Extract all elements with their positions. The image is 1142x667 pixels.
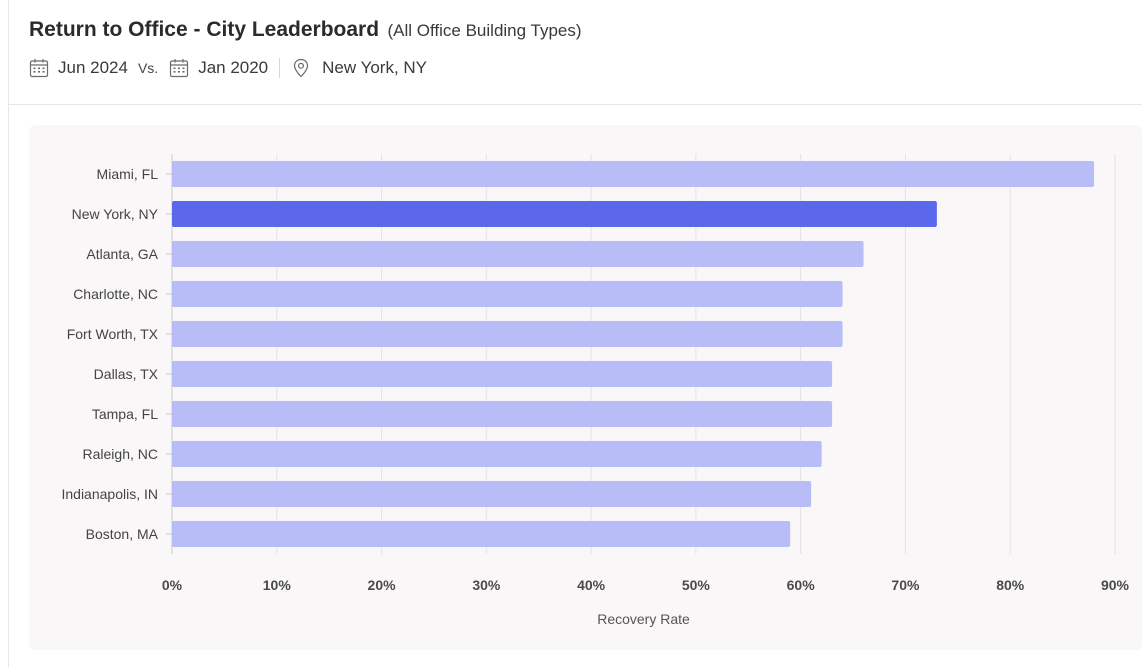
bar [172, 321, 843, 347]
x-tick-label: 40% [577, 577, 606, 593]
y-category-label: Fort Worth, TX [67, 326, 159, 342]
divider [279, 58, 281, 78]
x-tick-label: 80% [996, 577, 1025, 593]
bar [172, 481, 812, 507]
x-tick-label: 60% [787, 577, 816, 593]
bar [172, 361, 833, 387]
bar-chart: 0% 10% 20% 30% 40% 50% 60% 70% 80% 90% Miami, FL Ne… [61, 154, 1130, 627]
page-subtitle: (All Office Building Types) [387, 21, 582, 40]
chart-panel: 0% 10% 20% 30% 40% 50% 60% 70% 80% 90% Miami, FL Ne… [29, 125, 1142, 650]
x-axis-title: Recovery Rate [597, 611, 690, 627]
period-label[interactable]: Jun 2024 [58, 58, 128, 77]
y-category-label: Miami, FL [97, 166, 159, 182]
bar [172, 241, 864, 267]
y-category-label: Charlotte, NC [73, 286, 158, 302]
x-tick-label: 20% [368, 577, 397, 593]
y-category-label: Indianapolis, IN [61, 486, 158, 502]
location-pin-icon[interactable] [292, 58, 310, 78]
bar [172, 281, 843, 307]
y-category-label: Atlanta, GA [86, 246, 158, 262]
filter-row: Jun 2024 Vs. Jan 2020 New York, NY [29, 58, 427, 78]
y-category-label: Tampa, FL [92, 406, 158, 422]
x-tick-label: 70% [891, 577, 920, 593]
header-divider [9, 104, 1142, 105]
y-category-label: Boston, MA [86, 526, 159, 542]
calendar-icon[interactable] [29, 58, 49, 78]
x-tick-label: 0% [162, 577, 183, 593]
highlighted-bar [172, 201, 937, 227]
bar [172, 521, 791, 547]
title-row: Return to Office - City Leaderboard (All… [29, 18, 582, 42]
y-category-label: Raleigh, NC [83, 446, 158, 462]
bar [172, 161, 1095, 187]
location-label[interactable]: New York, NY [322, 58, 428, 77]
x-tick-label: 90% [1101, 577, 1130, 593]
bar [172, 401, 833, 427]
calendar-icon[interactable] [169, 58, 189, 78]
chart-header: Return to Office - City Leaderboard (All… [29, 0, 1142, 104]
x-tick-label: 30% [472, 577, 501, 593]
left-border [8, 0, 9, 667]
y-category-label: Dallas, TX [94, 366, 159, 382]
bar [172, 441, 822, 467]
page-title: Return to Office - City Leaderboard [29, 18, 380, 41]
x-tick-label: 50% [682, 577, 711, 593]
compare-period-label[interactable]: Jan 2020 [198, 58, 269, 77]
x-tick-label: 10% [263, 577, 292, 593]
y-category-label: New York, NY [72, 206, 159, 222]
vs-label: Vs. [137, 60, 159, 76]
